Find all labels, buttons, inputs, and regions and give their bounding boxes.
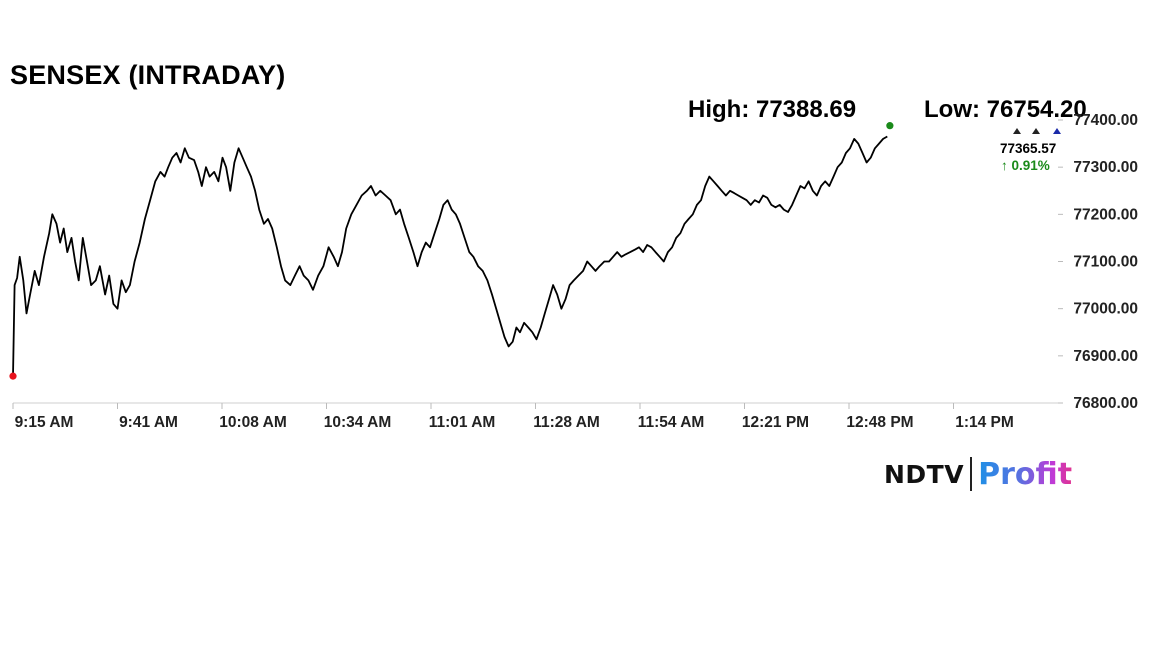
- indicator-marker: [1053, 128, 1061, 134]
- y-tick-label: 77100.00: [1073, 254, 1138, 271]
- low-value-label: Low: 76754.20: [924, 96, 1087, 123]
- y-tick-label: 77400.00: [1073, 112, 1138, 129]
- x-tick-label: 9:41 AM: [119, 414, 178, 431]
- x-tick-label: 10:08 AM: [219, 414, 286, 431]
- x-tick-label: 10:34 AM: [324, 414, 391, 431]
- high-value-label: High: 77388.69: [688, 96, 857, 123]
- x-tick-label: 11:01 AM: [429, 414, 496, 431]
- y-tick-label: 76900.00: [1073, 348, 1138, 365]
- x-tick-label: 11:28 AM: [533, 414, 600, 431]
- x-tick-label: 1:14 PM: [955, 414, 1014, 431]
- y-tick-label: 77000.00: [1073, 301, 1138, 318]
- ndtv-profit-logo: NDTV Profit: [884, 454, 1072, 494]
- x-tick-label: 11:54 AM: [638, 414, 705, 431]
- y-tick-label: 77300.00: [1073, 159, 1138, 176]
- series-layer: [12, 135, 888, 377]
- y-tick-label: 76800.00: [1073, 395, 1138, 412]
- open-point-marker: [9, 372, 17, 380]
- x-tick-label: 12:21 PM: [742, 414, 809, 431]
- high-point-marker: [886, 122, 894, 130]
- x-tick-label: 9:15 AM: [15, 414, 74, 431]
- indicator-marker: [1032, 128, 1040, 134]
- logo-ndtv-text: NDTV: [884, 459, 965, 489]
- marker-layer: [9, 122, 1061, 380]
- chart-title: SENSEX (INTRADAY): [10, 60, 286, 90]
- series-line-sensex: [12, 135, 888, 377]
- indicator-marker: [1013, 128, 1021, 134]
- chart-axes: 9:15 AM 9:41 AM 10:08 AM 10:34 AM 11:01 AM 11…: [12, 112, 1138, 431]
- x-tick-label: 12:48 PM: [846, 414, 913, 431]
- last-value-label: 77365.57: [1000, 141, 1056, 156]
- y-tick-label: 77200.00: [1073, 206, 1138, 223]
- logo-profit-text: Profit: [978, 456, 1073, 492]
- logo-divider: [970, 457, 973, 491]
- change-percent-label: ↑ 0.91%: [1001, 158, 1050, 173]
